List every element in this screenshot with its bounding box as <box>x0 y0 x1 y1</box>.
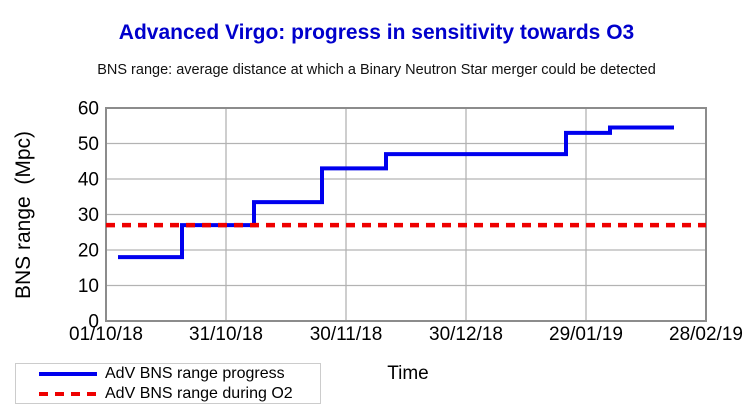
y-tick-label: 0 <box>88 312 99 333</box>
y-tick-label: 10 <box>78 276 99 297</box>
plot-border <box>105 107 707 322</box>
legend-label-progress: AdV BNS range progress <box>105 365 285 382</box>
y-tick-label: 20 <box>78 241 99 262</box>
legend-box: AdV BNS range progress AdV BNS range dur… <box>15 363 321 404</box>
y-tick-label: 50 <box>78 134 99 155</box>
x-tick-label: 29/01/19 <box>549 324 623 345</box>
x-tick-label: 31/10/18 <box>189 324 263 345</box>
y-axis-title: BNS range (Mpc) <box>12 130 35 300</box>
chart-subtitle: BNS range: average distance at which a B… <box>97 62 656 78</box>
legend-item-o2: AdV BNS range during O2 <box>16 384 320 403</box>
legend-label-o2: AdV BNS range during O2 <box>105 385 293 402</box>
progress-line-swatch <box>39 371 97 376</box>
y-tick-label: 60 <box>78 99 99 120</box>
x-tick-label: 28/02/19 <box>669 324 743 345</box>
x-tick-label: 30/12/18 <box>429 324 503 345</box>
x-axis-title: Time <box>387 363 429 384</box>
x-tick-label: 01/10/18 <box>69 324 143 345</box>
legend-item-progress: AdV BNS range progress <box>16 364 320 383</box>
o2-line-swatch <box>39 391 97 396</box>
y-tick-label: 30 <box>78 205 99 226</box>
y-tick-label: 40 <box>78 170 99 191</box>
progress-line <box>118 125 674 260</box>
chart-title: Advanced Virgo: progress in sensitivity … <box>118 21 635 44</box>
x-tick-label: 30/11/18 <box>310 324 383 345</box>
